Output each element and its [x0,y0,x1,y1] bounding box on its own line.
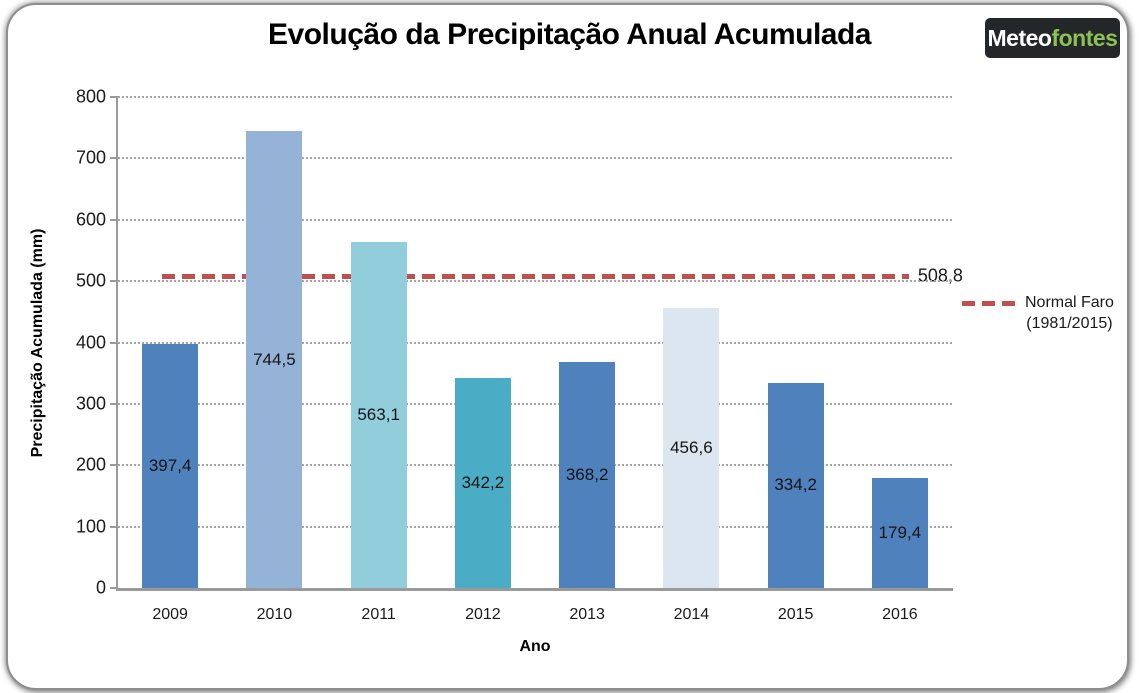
y-axis-tick [110,587,118,589]
y-axis-tick [110,280,118,283]
y-axis-title: Precipitação Acumulada (mm) [29,228,46,458]
bar-value-label: 563,1 [357,405,400,425]
y-axis-tick [110,218,118,221]
bar: 342,2 [454,377,511,588]
y-tick-label: 100 [75,516,106,537]
dashed-line-legend-swatch [962,301,1019,306]
bar: 563,1 [350,242,407,588]
bar-value-label: 456,6 [670,437,713,457]
x-tick-label: 2011 [361,606,396,623]
bar-value-label: 334,2 [774,475,817,495]
legend-label: Normal Faro (1981/2015) [1025,292,1114,334]
logo-text-fontes: fontes [1051,24,1118,51]
x-tick-label: 2014 [673,606,710,623]
y-tick-label: 700 [75,147,106,168]
x-axis-title: Ano [519,638,551,655]
y-axis-tick [110,525,118,528]
bar: 397,4 [142,344,199,588]
horizontal-gridline [118,402,952,405]
legend-label-line1: Normal Faro [1025,294,1114,311]
y-tick-label: 600 [75,209,106,230]
y-axis-line [116,97,118,590]
y-tick-label: 400 [75,332,106,352]
bar-value-label: 179,4 [878,522,922,542]
horizontal-gridline [118,341,952,344]
y-axis-tick [110,402,118,405]
x-tick-label: 2013 [569,606,605,623]
horizontal-gridline [118,464,952,467]
bar: 744,5 [246,131,303,588]
y-tick-label: 300 [75,393,106,414]
x-tick-label: 2009 [152,606,188,623]
reference-line-value-label: 508,8 [917,265,963,286]
x-tick-label: 2010 [256,606,293,623]
bar-value-label: 744,5 [253,349,296,369]
legend-label-line2: (1981/2015) [1026,315,1113,332]
bar: 179,4 [871,477,928,588]
meteofontes-logo: Meteo fontes [985,18,1120,58]
bar: 334,2 [767,382,824,588]
y-axis-tick [110,341,118,344]
normal-reference-line [162,273,909,279]
y-tick-label: 800 [75,86,106,107]
horizontal-gridline [118,525,952,528]
y-tick-label: 500 [75,270,106,291]
x-axis-line [116,588,953,591]
bar-value-label: 397,4 [148,456,192,476]
bar: 456,6 [663,307,720,588]
bar-value-label: 342,2 [461,472,505,492]
bar: 368,2 [559,362,616,588]
x-tick-label: 2016 [882,606,918,623]
x-tick-label: 2012 [465,606,501,623]
y-axis-tick [110,96,118,98]
y-tick-label: 200 [75,454,106,475]
x-tick-label: 2015 [777,606,814,623]
y-tick-label: 0 [95,577,106,598]
y-axis-tick [110,157,118,160]
legend: Normal Faro (1981/2015) [962,292,1114,334]
bar-value-label: 368,2 [565,465,609,484]
horizontal-gridline [118,157,952,160]
logo-text-meteo: Meteo [987,24,1052,51]
horizontal-gridline [118,218,952,221]
y-axis-tick [110,464,118,467]
horizontal-gridline [118,96,952,98]
horizontal-gridline [118,280,952,283]
chart-title: Evolução da Precipitação Anual Acumulada [268,18,871,51]
